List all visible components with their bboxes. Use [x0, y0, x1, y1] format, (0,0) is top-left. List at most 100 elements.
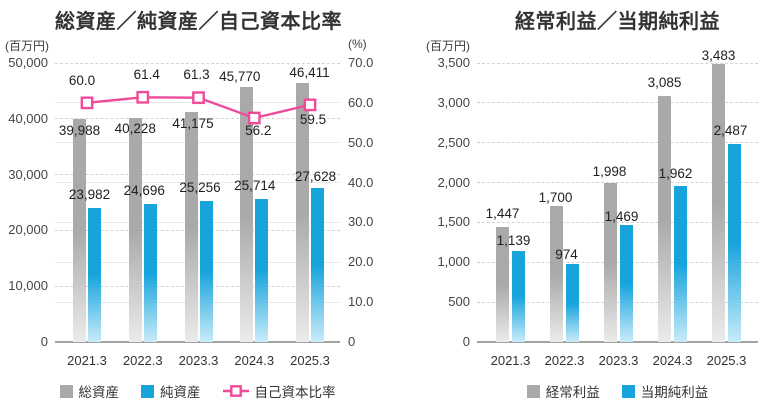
- equity-ratio-marker: [192, 91, 205, 105]
- y-tick-label: 10,000: [8, 278, 48, 294]
- gridline: [477, 301, 758, 303]
- legend: 経常利益 当期純利益: [477, 381, 758, 401]
- value-label-equity-ratio: 60.0: [68, 72, 96, 88]
- value-label-net-income: 1,469: [604, 208, 639, 224]
- value-label-net-income: 1,962: [658, 165, 693, 181]
- value-label-equity-ratio: 59.5: [299, 111, 327, 127]
- x-tick-label: 2025.3: [706, 353, 747, 368]
- legend-label: 当期純利益: [640, 385, 709, 400]
- gridline: [477, 221, 758, 223]
- y-tick-label: 0: [462, 334, 470, 349]
- legend-swatch-net-income: [621, 384, 635, 398]
- bar-ordinary-income: [550, 206, 563, 342]
- legend-item-equity-ratio: 自己資本比率: [222, 381, 336, 401]
- y-tick-label: 2,000: [437, 174, 470, 190]
- legend-label: 総資産: [78, 385, 120, 400]
- y-tick-label: 2,500: [437, 134, 470, 150]
- bar-ordinary-income: [496, 226, 509, 342]
- value-label-ordinary-income: 1,998: [592, 163, 627, 179]
- legend-item-ordinary-income: 経常利益: [526, 381, 600, 401]
- x-tick-label: 2023.3: [598, 353, 639, 368]
- x-tick-label: 2025.3: [290, 353, 330, 368]
- y-tick-label: 500: [448, 294, 470, 310]
- gridline: [477, 142, 758, 144]
- gridline: [55, 285, 340, 287]
- x-tick-label: 2021.3: [67, 353, 107, 368]
- bar-total-assets: [296, 83, 309, 342]
- legend-swatch-net-assets: [141, 384, 154, 398]
- gridline: [55, 62, 340, 64]
- value-label-total-assets: 40,228: [114, 120, 156, 136]
- y-tick-label: 30,000: [8, 166, 48, 182]
- equity-ratio-line: [80, 90, 317, 125]
- equity-ratio-marker: [247, 111, 261, 125]
- legend: 総資産 純資産 自己資本比率: [55, 381, 340, 401]
- bar-ordinary-income: [712, 64, 725, 342]
- y-tick-label: 40,000: [8, 110, 48, 126]
- y-axis-unit-left: (百万円): [5, 39, 49, 53]
- value-label-net-assets: 24,696: [123, 183, 165, 199]
- gridline: [477, 261, 758, 263]
- y-tick-label: 1,000: [437, 254, 470, 270]
- value-label-total-assets: 39,988: [58, 122, 101, 138]
- gridline: [55, 229, 340, 231]
- y-tick-label: 50,000: [8, 55, 48, 70]
- bar-total-assets: [128, 117, 142, 342]
- y-tick-label: 3,000: [437, 94, 470, 110]
- x-tick-label: 2021.3: [490, 353, 531, 368]
- value-label-equity-ratio: 61.4: [133, 67, 160, 83]
- y-tick-label: 60.0: [348, 94, 374, 110]
- bar-net-assets: [311, 187, 324, 342]
- legend-item-net-income: 当期純利益: [621, 381, 709, 401]
- value-label-ordinary-income: 3,483: [701, 48, 736, 64]
- bar-net-income: [728, 143, 741, 342]
- legend-item-net-assets: 純資産: [141, 381, 201, 401]
- bar-net-assets: [255, 198, 269, 342]
- value-label-net-income: 2,487: [713, 122, 748, 138]
- value-label-net-assets: 25,256: [179, 180, 221, 196]
- value-label-net-income: 974: [555, 247, 578, 263]
- value-label-total-assets: 41,175: [172, 116, 214, 132]
- equity-ratio-marker: [136, 90, 150, 104]
- legend-label: 純資産: [160, 385, 201, 400]
- bar-net-income: [620, 224, 633, 342]
- gridline: [55, 261, 340, 263]
- y-tick-label: 3,500: [437, 55, 470, 70]
- bar-net-assets: [143, 204, 157, 342]
- gridline: [55, 182, 340, 184]
- value-label-equity-ratio: 56.2: [245, 123, 272, 138]
- bar-net-income: [566, 264, 579, 342]
- value-label-net-assets: 25,714: [234, 177, 276, 193]
- gridline: [477, 182, 758, 184]
- gridline: [55, 142, 340, 144]
- equity-ratio-marker: [80, 96, 94, 110]
- y-tick-label: 20,000: [8, 222, 48, 238]
- legend-label: 経常利益: [545, 385, 600, 400]
- y-axis-unit-left: (百万円): [426, 39, 470, 53]
- chart-title: 総資産／純資産／自己資本比率: [55, 11, 342, 33]
- gridline: [55, 174, 340, 176]
- legend-label: 自己資本比率: [254, 385, 336, 400]
- bar-net-income: [674, 185, 687, 342]
- value-label-total-assets: 46,411: [289, 65, 330, 81]
- y-tick-label: 30.0: [348, 214, 374, 230]
- x-axis-line: [477, 341, 758, 343]
- x-tick-label: 2022.3: [122, 353, 163, 368]
- bar-total-assets: [184, 112, 198, 342]
- gridline: [477, 62, 758, 64]
- y-tick-label: 70.0: [348, 55, 374, 70]
- bar-total-assets: [240, 86, 254, 342]
- y-tick-label: 20.0: [348, 254, 374, 270]
- bar-net-assets: [199, 201, 213, 342]
- legend-item-total-assets: 総資産: [59, 381, 120, 401]
- y-tick-label: 0: [348, 334, 356, 349]
- x-tick-label: 2022.3: [544, 353, 585, 368]
- y-tick-label: 1,500: [437, 214, 470, 230]
- bar-ordinary-income: [658, 96, 671, 342]
- gridline: [55, 221, 340, 223]
- y-tick-label: 0: [40, 334, 48, 349]
- legend-line-marker-equity-ratio: [222, 384, 249, 398]
- gridline: [477, 102, 758, 104]
- value-label-ordinary-income: 3,085: [647, 75, 682, 91]
